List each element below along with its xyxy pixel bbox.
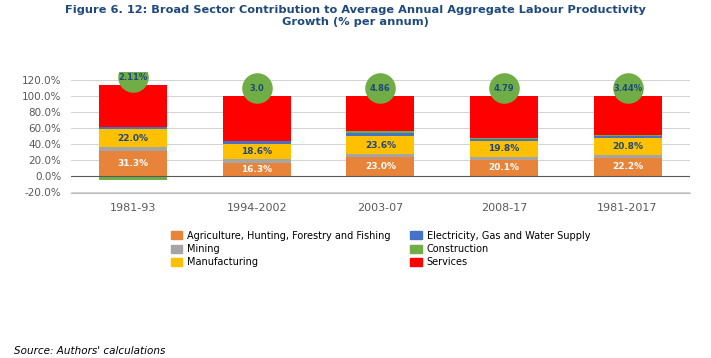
Text: 16.3%: 16.3% [241, 165, 272, 174]
Text: 23.0%: 23.0% [365, 162, 396, 171]
Bar [346, 136, 415, 155]
Bar [346, 131, 415, 133]
Bar [594, 138, 661, 155]
Text: 22.0%: 22.0% [118, 134, 149, 143]
Bar [346, 133, 415, 136]
Text: 2.11%: 2.11% [119, 73, 148, 82]
Bar [594, 136, 661, 138]
Bar [346, 155, 415, 157]
Legend: Agriculture, Hunting, Forestry and Fishing, Mining, Manufacturing, Electricity, : Agriculture, Hunting, Forestry and Fishi… [167, 227, 594, 271]
Bar [223, 141, 291, 144]
Text: 18.6%: 18.6% [241, 147, 272, 156]
Text: 31.3%: 31.3% [117, 159, 149, 168]
Bar [470, 138, 538, 139]
Bar [223, 96, 291, 141]
Bar [100, 176, 167, 180]
Text: 22.2%: 22.2% [612, 162, 643, 171]
Bar [594, 158, 661, 176]
Text: 23.6%: 23.6% [365, 141, 396, 150]
Bar [470, 141, 538, 157]
Text: 3.0: 3.0 [250, 84, 264, 93]
Bar [100, 147, 167, 151]
Text: 20.8%: 20.8% [612, 142, 643, 151]
Bar [100, 130, 167, 147]
Bar [346, 157, 415, 176]
Text: 4.79: 4.79 [493, 84, 514, 93]
Bar [100, 127, 167, 130]
Bar [100, 84, 167, 127]
Text: 4.86: 4.86 [370, 84, 391, 93]
Bar [223, 163, 291, 176]
Text: 20.1%: 20.1% [488, 163, 520, 172]
Bar [470, 157, 538, 160]
Bar [223, 144, 291, 159]
Bar [223, 159, 291, 163]
Bar [470, 139, 538, 141]
Text: 3.44%: 3.44% [613, 84, 642, 93]
Bar [470, 160, 538, 176]
Bar [594, 135, 661, 136]
Bar [470, 96, 538, 138]
Text: Figure 6. 12: Broad Sector Contribution to Average Annual Aggregate Labour Produ: Figure 6. 12: Broad Sector Contribution … [65, 5, 646, 27]
Bar [594, 155, 661, 158]
Bar [346, 96, 415, 131]
Bar [100, 151, 167, 176]
Text: 19.8%: 19.8% [488, 144, 520, 153]
Text: Source: Authors' calculations: Source: Authors' calculations [14, 346, 166, 356]
Bar [594, 96, 661, 135]
